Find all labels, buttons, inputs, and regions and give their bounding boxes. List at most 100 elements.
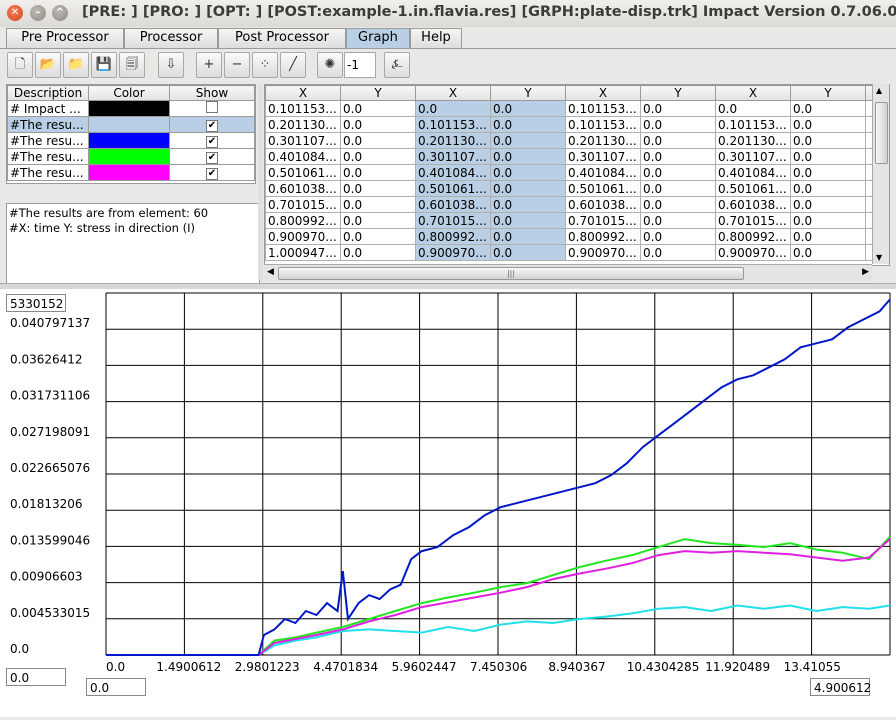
table-cell[interactable]: 0.0 xyxy=(490,148,566,165)
remove-point-icon[interactable]: − xyxy=(224,52,250,78)
column-header-y[interactable]: Y xyxy=(340,85,416,101)
column-header-x[interactable]: X xyxy=(415,85,491,101)
table-cell[interactable]: 0.0 xyxy=(490,132,566,149)
add-point-icon[interactable]: + xyxy=(196,52,222,78)
table-cell[interactable]: 0.601038... xyxy=(565,196,641,213)
save-icon[interactable]: 💾 xyxy=(91,52,117,78)
table-row[interactable]: 0.201130... 0.0 0.101153... 0.0 0.101153... 0… xyxy=(265,116,886,133)
table-cell[interactable]: 0.0 xyxy=(490,228,566,245)
table-row[interactable]: 0.601038... 0.0 0.501061... 0.0 0.501061... 0… xyxy=(265,180,886,197)
table-cell[interactable]: 0.601038... xyxy=(265,180,341,197)
spinner-icon[interactable]: ✺ xyxy=(317,52,343,78)
maximize-window-icon[interactable]: ^ xyxy=(52,5,68,21)
column-header-color[interactable]: Color xyxy=(88,85,170,101)
step-input[interactable]: -1 xyxy=(344,52,376,78)
series-description[interactable]: #The resu... xyxy=(7,164,89,181)
table-cell[interactable]: 0.0 xyxy=(490,212,566,229)
graph-splitter[interactable] xyxy=(0,283,896,289)
table-cell[interactable]: 0.501061... xyxy=(415,180,491,197)
table-cell[interactable]: 0.101153... xyxy=(565,116,641,133)
table-cell[interactable]: 0.900970... xyxy=(265,228,341,245)
arrow-down-icon[interactable]: ⇩ xyxy=(158,52,184,78)
table-cell[interactable]: 0.0 xyxy=(340,132,416,149)
table-cell[interactable]: 0.0 xyxy=(790,148,866,165)
table-cell[interactable]: 0.900970... xyxy=(565,244,641,261)
table-cell[interactable]: 0.0 xyxy=(790,116,866,133)
show-checkbox[interactable]: ✔ xyxy=(206,152,218,164)
table-cell[interactable]: 0.0 xyxy=(790,164,866,181)
show-checkbox[interactable]: ✔ xyxy=(206,136,218,148)
table-row[interactable]: 0.101153... 0.0 0.0 0.0 0.101153... 0.0 0.0 0.0 xyxy=(265,100,886,117)
table-cell[interactable]: 0.601038... xyxy=(415,196,491,213)
draw-line-icon[interactable]: ╱ xyxy=(280,52,306,78)
tab-processor[interactable]: Processor xyxy=(124,28,218,48)
table-cell[interactable]: 0.800992... xyxy=(565,228,641,245)
table-row[interactable]: 0.301107... 0.0 0.201130... 0.0 0.201130... 0… xyxy=(265,132,886,149)
table-cell[interactable]: 0.0 xyxy=(490,180,566,197)
table-cell[interactable]: 0.201130... xyxy=(715,132,791,149)
table-cell[interactable]: 0.0 xyxy=(790,212,866,229)
table-cell[interactable]: 0.301107... xyxy=(565,148,641,165)
series-description[interactable]: # Impact ... xyxy=(7,100,89,117)
table-cell[interactable]: 0.0 xyxy=(640,244,716,261)
table-cell[interactable]: 0.900970... xyxy=(415,244,491,261)
series-row[interactable]: #The resu... ✔ xyxy=(7,132,255,149)
table-row[interactable]: 1.000947... 0.0 0.900970... 0.0 0.900970... 0… xyxy=(265,244,886,261)
axis-label-icon[interactable]: ⍼ xyxy=(384,52,410,78)
table-cell[interactable]: 0.0 xyxy=(790,244,866,261)
table-cell[interactable]: 0.201130... xyxy=(565,132,641,149)
vertical-scroll-thumb[interactable] xyxy=(875,102,888,164)
import-file-icon[interactable]: 📁 xyxy=(63,52,89,78)
table-cell[interactable]: 0.101153... xyxy=(715,116,791,133)
minimize-window-icon[interactable]: – xyxy=(30,5,46,21)
table-cell[interactable]: 0.0 xyxy=(415,100,491,117)
table-cell[interactable]: 0.0 xyxy=(490,244,566,261)
table-cell[interactable]: 0.0 xyxy=(340,244,416,261)
column-header-y[interactable]: Y xyxy=(490,85,566,101)
table-cell[interactable]: 0.0 xyxy=(340,148,416,165)
table-cell[interactable]: 0.0 xyxy=(340,180,416,197)
tab-help[interactable]: Help xyxy=(410,28,462,48)
series-color-swatch[interactable] xyxy=(88,132,170,149)
table-cell[interactable]: 0.0 xyxy=(790,228,866,245)
column-header-show[interactable]: Show xyxy=(169,85,255,101)
table-cell[interactable]: 0.201130... xyxy=(265,116,341,133)
column-header-x[interactable]: X xyxy=(565,85,641,101)
series-description[interactable]: #The resu... xyxy=(7,116,89,133)
table-cell[interactable]: 0.301107... xyxy=(415,148,491,165)
table-cell[interactable]: 0.0 xyxy=(340,228,416,245)
table-cell[interactable]: 0.0 xyxy=(340,196,416,213)
series-color-swatch[interactable] xyxy=(88,148,170,165)
data-table-vertical-scrollbar[interactable]: ▲ ▼ xyxy=(872,84,889,264)
series-color-swatch[interactable] xyxy=(88,100,170,117)
table-row[interactable]: 0.501061... 0.0 0.401084... 0.0 0.401084... 0… xyxy=(265,164,886,181)
tab-post-processor[interactable]: Post Processor xyxy=(218,28,346,48)
show-checkbox[interactable] xyxy=(206,101,218,113)
table-cell[interactable]: 0.401084... xyxy=(415,164,491,181)
show-checkbox[interactable]: ✔ xyxy=(206,120,218,132)
table-cell[interactable]: 0.900970... xyxy=(715,244,791,261)
table-row[interactable]: 0.401084... 0.0 0.301107... 0.0 0.301107... 0… xyxy=(265,148,886,165)
series-row[interactable]: # Impact ... xyxy=(7,100,255,117)
column-header-y[interactable]: Y xyxy=(640,85,716,101)
series-row[interactable]: #The resu... ✔ xyxy=(7,164,255,181)
table-cell[interactable]: 0.101153... xyxy=(415,116,491,133)
series-description[interactable]: #The resu... xyxy=(7,132,89,149)
horizontal-scroll-thumb[interactable]: ||| xyxy=(278,267,744,280)
select-point-icon[interactable]: ⁘ xyxy=(252,52,278,78)
y-max-field[interactable]: 5330152 xyxy=(6,294,66,312)
table-row[interactable]: 0.800992... 0.0 0.701015... 0.0 0.701015... 0… xyxy=(265,212,886,229)
tab-pre-processor[interactable]: Pre Processor xyxy=(6,28,124,48)
table-cell[interactable]: 0.301107... xyxy=(715,148,791,165)
table-cell[interactable]: 0.0 xyxy=(640,212,716,229)
new-file-icon[interactable]: 🗋 xyxy=(7,52,33,78)
table-cell[interactable]: 0.0 xyxy=(340,164,416,181)
table-cell[interactable]: 0.0 xyxy=(490,196,566,213)
table-cell[interactable]: 0.800992... xyxy=(715,228,791,245)
series-row[interactable]: #The resu... ✔ xyxy=(7,116,255,133)
table-row[interactable]: 0.900970... 0.0 0.800992... 0.0 0.800992... 0… xyxy=(265,228,886,245)
y-min-field[interactable]: 0.0 xyxy=(6,668,66,686)
table-cell[interactable]: 0.0 xyxy=(340,116,416,133)
table-cell[interactable]: 0.0 xyxy=(640,196,716,213)
x-max-field[interactable]: 4.900612 xyxy=(810,678,871,696)
